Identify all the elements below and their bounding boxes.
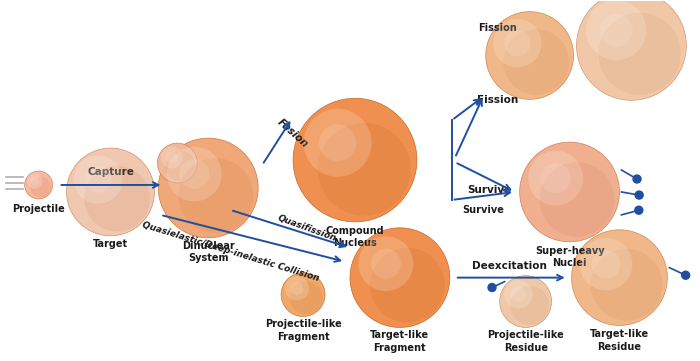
Text: Deexcitation: Deexcitation	[473, 261, 547, 271]
Text: Fission: Fission	[477, 95, 518, 105]
Circle shape	[633, 175, 641, 183]
Text: Survive: Survive	[462, 205, 504, 215]
Circle shape	[371, 249, 401, 279]
Circle shape	[85, 166, 111, 193]
Text: Compound
Nucleus: Compound Nucleus	[326, 226, 384, 248]
Circle shape	[540, 163, 570, 193]
Text: Fusion: Fusion	[276, 117, 310, 149]
Text: Target-like
Fragment: Target-like Fragment	[370, 330, 430, 353]
Text: Target-like
Residue: Target-like Residue	[590, 330, 649, 352]
Circle shape	[528, 151, 583, 205]
Text: Projectile: Projectile	[12, 204, 65, 214]
Text: Super-heavy
Nuclei: Super-heavy Nuclei	[535, 246, 604, 268]
Circle shape	[540, 162, 615, 237]
Circle shape	[166, 152, 178, 164]
Text: Projectile-like
Fragment: Projectile-like Fragment	[265, 319, 342, 342]
Circle shape	[158, 143, 197, 183]
Circle shape	[494, 19, 542, 67]
Circle shape	[510, 286, 549, 325]
Circle shape	[66, 148, 155, 236]
Circle shape	[293, 98, 417, 222]
Circle shape	[167, 147, 222, 201]
Circle shape	[358, 236, 414, 291]
Circle shape	[25, 171, 52, 199]
Text: Quasielastic/Deep-inelastic Collision: Quasielastic/Deep-inelastic Collision	[141, 221, 320, 283]
Text: Dinuclear
System: Dinuclear System	[182, 241, 234, 263]
Circle shape	[577, 0, 686, 100]
Circle shape	[592, 250, 620, 279]
Circle shape	[161, 147, 183, 169]
Circle shape	[519, 142, 620, 242]
Circle shape	[290, 282, 323, 314]
Circle shape	[350, 228, 450, 327]
Circle shape	[600, 14, 633, 47]
Circle shape	[504, 280, 533, 309]
Circle shape	[503, 29, 569, 95]
Text: Projectile-like
Residue: Projectile-like Residue	[487, 330, 564, 353]
Circle shape	[290, 282, 304, 295]
Circle shape	[370, 248, 444, 322]
Circle shape	[30, 177, 51, 197]
Text: Survive: Survive	[468, 185, 512, 195]
Circle shape	[158, 138, 258, 238]
Text: Target: Target	[93, 239, 128, 249]
Text: Capture: Capture	[87, 167, 134, 177]
Circle shape	[304, 109, 372, 177]
Circle shape	[580, 238, 632, 291]
Circle shape	[178, 158, 253, 233]
Circle shape	[318, 123, 411, 216]
Circle shape	[510, 287, 526, 302]
Circle shape	[572, 230, 667, 325]
Circle shape	[488, 283, 496, 291]
Text: Fission: Fission	[478, 23, 517, 32]
Circle shape	[31, 177, 39, 185]
Circle shape	[165, 151, 195, 181]
Circle shape	[504, 30, 531, 56]
Circle shape	[486, 12, 573, 99]
Circle shape	[586, 0, 646, 60]
Circle shape	[598, 13, 681, 95]
Circle shape	[682, 271, 690, 279]
Circle shape	[84, 166, 150, 231]
Circle shape	[591, 249, 663, 321]
Circle shape	[179, 159, 209, 189]
Circle shape	[635, 191, 643, 199]
Circle shape	[319, 124, 356, 161]
Text: Quasifission: Quasifission	[276, 213, 338, 243]
Circle shape	[500, 276, 552, 327]
Circle shape	[285, 277, 309, 300]
Circle shape	[281, 273, 325, 317]
Circle shape	[27, 173, 43, 189]
Circle shape	[74, 156, 122, 204]
Circle shape	[635, 206, 643, 214]
